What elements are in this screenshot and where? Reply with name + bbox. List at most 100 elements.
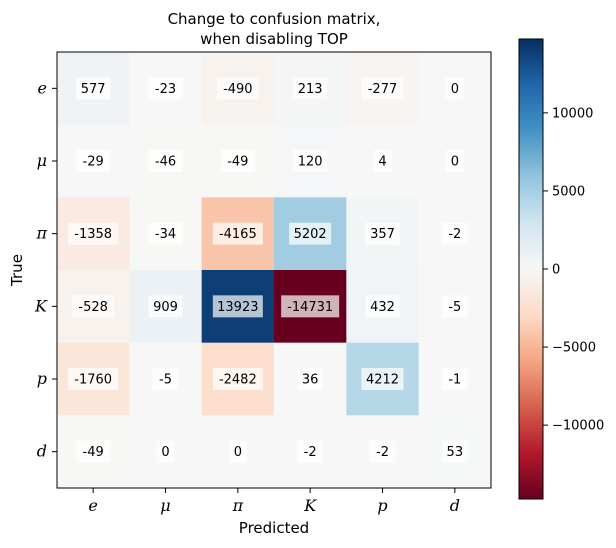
cell-label-background	[445, 150, 464, 172]
x-tick-label: p	[377, 496, 387, 515]
cell-value-label: -34	[155, 227, 176, 242]
cell-value-label: 53	[447, 445, 464, 460]
cell-label-background	[441, 440, 468, 463]
colorbar-tick-label: 10000	[552, 106, 593, 121]
cell-value-label: -2482	[219, 373, 257, 388]
x-tick-label: d	[450, 496, 460, 515]
cell-value-label: 909	[153, 300, 178, 315]
cell-value-label: 0	[161, 445, 169, 460]
cell-label-background	[441, 295, 468, 318]
cell-label-background	[148, 295, 183, 318]
cell-value-label: -528	[78, 300, 108, 315]
colorbar	[518, 38, 544, 500]
y-tick-label: d	[37, 442, 47, 461]
cell-label-background	[228, 440, 247, 463]
cell-label-background	[68, 222, 119, 245]
cell-value-label: -277	[368, 82, 398, 97]
cell-label-background	[445, 77, 464, 100]
cell-value-label: -46	[155, 155, 176, 170]
x-tick-label: π	[232, 496, 244, 515]
cell-value-label: 13923	[217, 300, 258, 315]
x-tick-label: K	[303, 496, 317, 515]
y-axis-ticks: e μ π Kp d	[34, 78, 57, 461]
heatmap-cells: 577 -23 -490 213 -277 0-29 -46 -49 120 4 0-1358 -34…	[57, 52, 492, 489]
cell-label-background	[369, 440, 396, 463]
cell-label-background	[148, 150, 183, 172]
cell-label-background	[293, 150, 328, 172]
cell-value-label: -5	[159, 373, 172, 388]
cell-label-background	[76, 440, 111, 463]
cell-value-label: 0	[234, 445, 242, 460]
cell-value-label: 5202	[294, 227, 327, 242]
cell-value-label: 357	[370, 227, 395, 242]
cell-label-background	[297, 440, 324, 463]
x-axis-label: Predicted	[239, 519, 309, 537]
cell-label-background	[297, 368, 324, 390]
cell-value-label: -490	[223, 82, 253, 97]
cell-label-background	[220, 150, 255, 172]
cell-value-label: -14731	[287, 300, 333, 315]
cell-label-background	[76, 77, 111, 100]
cell-value-label: -2	[448, 227, 461, 242]
cell-label-background	[148, 77, 183, 100]
cell-value-label: 4	[378, 155, 386, 170]
cell-value-label: -23	[155, 82, 176, 97]
y-tick-label: p	[37, 369, 47, 388]
cell-value-label: -4165	[219, 227, 257, 242]
cell-value-label: -1	[448, 373, 461, 388]
cell-value-label: -29	[83, 155, 104, 170]
cell-label-background	[212, 295, 263, 318]
chart-title-line-1: Change to confusion matrix,	[168, 10, 381, 28]
colorbar-ticks: 10000 5000 0 −5000 −10000	[543, 106, 604, 434]
cell-label-background	[72, 295, 115, 318]
cell-value-label: 0	[451, 155, 459, 170]
y-tick-label: e	[38, 78, 47, 97]
y-tick-label: K	[34, 296, 48, 315]
cell-label-background	[212, 368, 263, 390]
cell-value-label: -1358	[74, 227, 112, 242]
cell-label-background	[361, 77, 404, 100]
cell-value-label: -5	[448, 300, 461, 315]
y-tick-label: π	[35, 224, 47, 243]
cell-label-background	[361, 368, 404, 390]
cell-label-background	[156, 440, 175, 463]
cell-value-label: 213	[298, 82, 323, 97]
cell-label-background	[365, 295, 400, 318]
cell-label-background	[212, 222, 263, 245]
cell-value-label: -2	[376, 445, 389, 460]
cell-value-label: 120	[298, 155, 323, 170]
colorbar-tick-label: 5000	[552, 184, 585, 199]
cell-value-label: -2	[304, 445, 317, 460]
cell-value-label: 577	[81, 82, 106, 97]
cell-value-label: 4212	[366, 373, 399, 388]
cell-label-background	[152, 368, 179, 390]
cell-label-background	[293, 77, 328, 100]
cell-label-background	[289, 222, 332, 245]
cell-label-background	[365, 222, 400, 245]
cell-value-label: -1760	[74, 373, 112, 388]
cell-value-label: -49	[83, 445, 104, 460]
colorbar-tick-label: −10000	[552, 419, 604, 434]
colorbar-tick-label: 0	[552, 263, 560, 278]
cell-label-background	[216, 77, 259, 100]
y-axis-label: True	[8, 254, 26, 287]
cell-value-label: 432	[370, 300, 395, 315]
cell-label-background	[76, 150, 111, 172]
cell-label-background	[441, 222, 468, 245]
cell-value-label: -49	[227, 155, 248, 170]
colorbar-tick-label: −5000	[552, 341, 596, 356]
cell-label-background	[68, 368, 119, 390]
chart-title-line-2: when disabling TOP	[200, 30, 348, 48]
x-tick-label: e	[88, 496, 97, 515]
y-tick-label: μ	[37, 151, 47, 170]
cell-label-background	[148, 222, 183, 245]
plot-frame	[56, 51, 492, 489]
cell-value-label: 0	[451, 82, 459, 97]
x-tick-label: μ	[160, 496, 170, 515]
cell-label-background	[441, 368, 468, 390]
cell-label-background	[373, 150, 392, 172]
cell-value-label: 36	[302, 373, 319, 388]
cell-label-background	[281, 295, 340, 318]
